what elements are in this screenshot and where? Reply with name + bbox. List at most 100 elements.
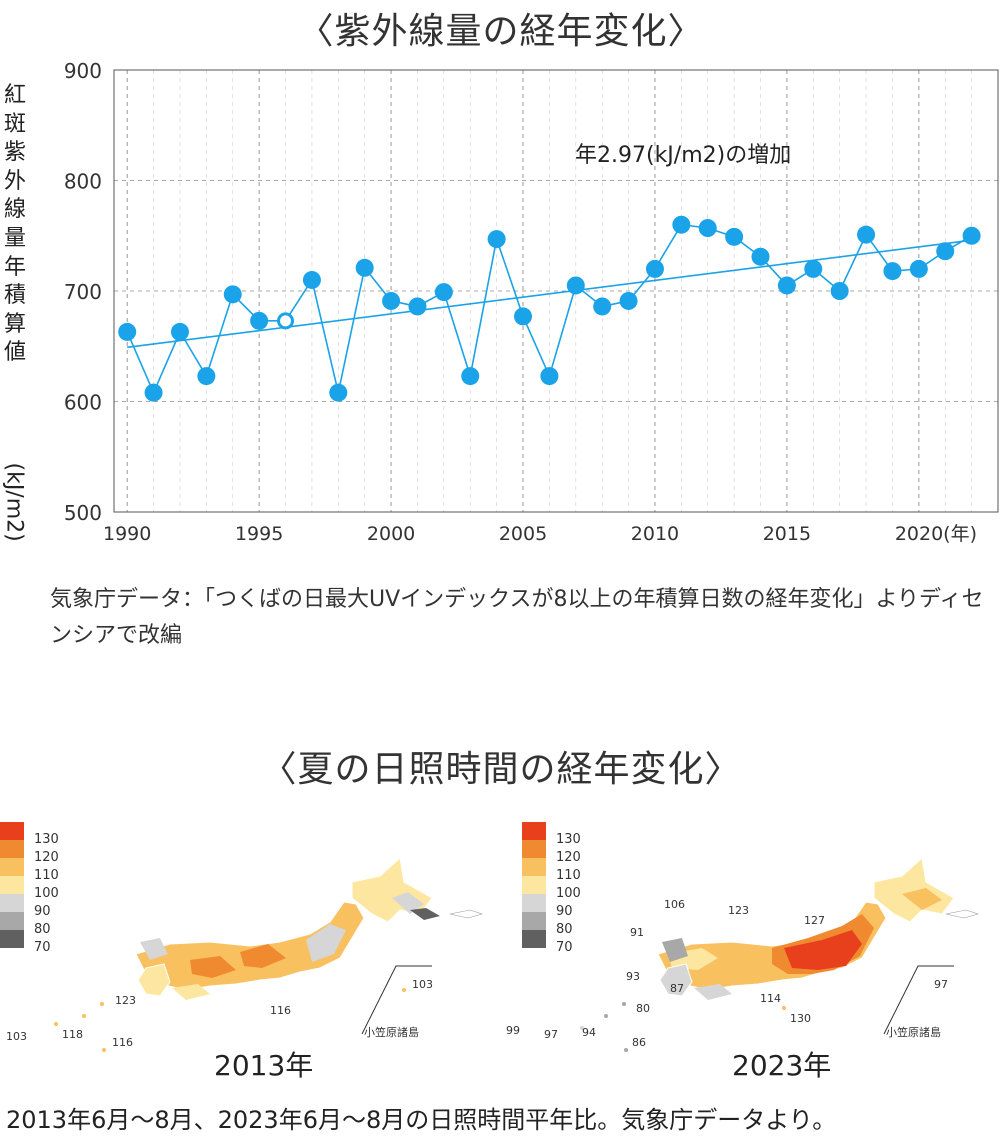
map-value-label: 123 — [728, 904, 749, 917]
data-point — [223, 285, 242, 304]
map-value-label: 118 — [62, 1028, 83, 1041]
chart-grid — [114, 70, 998, 512]
trend-line-group — [127, 239, 972, 349]
map-2013: 130 120 110 100 90 80 70 123 103 118 116… — [0, 818, 490, 1088]
data-point — [804, 259, 823, 278]
data-point — [830, 282, 849, 300]
legend-label: 130 — [556, 832, 581, 847]
data-point — [962, 226, 981, 245]
x-tick-label: 2015 — [763, 523, 811, 545]
legend-label: 120 — [34, 850, 59, 865]
chart-axes — [113, 69, 999, 513]
data-point — [170, 322, 189, 341]
map-value-label: 80 — [636, 1002, 650, 1015]
data-point — [566, 276, 585, 295]
plot-frame — [113, 69, 999, 513]
legend-swatch-120 — [522, 840, 546, 858]
data-point — [382, 291, 401, 310]
legend-label: 80 — [556, 922, 573, 937]
data-point — [593, 297, 612, 316]
legend-label: 80 — [34, 922, 51, 937]
data-point — [197, 367, 216, 386]
x-tick-label: 2005 — [499, 523, 547, 545]
map-value-label: 130 — [790, 1012, 811, 1025]
uv-chart-title: 〈紫外線量の経年変化〉 — [297, 11, 705, 52]
map-value-label: 123 — [115, 994, 136, 1007]
legend-label: 100 — [556, 886, 581, 901]
y-tick-label: 900 — [64, 59, 102, 83]
map-value-label: 93 — [626, 970, 640, 983]
x-tick-label: 2020(年) — [895, 523, 977, 545]
legend-swatch-130 — [522, 822, 546, 840]
legend-label: 110 — [556, 868, 581, 883]
legend-label: 90 — [34, 904, 51, 919]
y-tick-label: 700 — [64, 280, 102, 304]
data-point — [619, 291, 638, 310]
legend-label: 120 — [556, 850, 581, 865]
data-point — [355, 258, 374, 277]
legend-swatch-110 — [522, 858, 546, 876]
data-point — [883, 262, 902, 281]
data-point — [777, 276, 796, 295]
map-value-label: 91 — [630, 926, 644, 939]
series-group — [118, 215, 981, 402]
data-point — [672, 215, 691, 234]
map-value-label: 97 — [934, 978, 948, 991]
data-point — [461, 367, 480, 386]
sunshine-footer-note: 2013年6月〜8月、2023年6月〜8月の日照時間平年比。気象庁データより。 — [6, 1106, 837, 1134]
map-value-label: 106 — [664, 898, 685, 911]
data-point — [302, 270, 321, 289]
data-point — [698, 219, 717, 238]
map-value-label: 114 — [760, 992, 781, 1005]
legend-swatch-110 — [0, 858, 24, 876]
map-value-label: 127 — [804, 914, 825, 927]
legend-label: 70 — [556, 940, 573, 955]
data-point — [909, 259, 928, 278]
data-point — [329, 383, 348, 402]
data-point — [487, 230, 506, 249]
data-point — [540, 367, 559, 386]
map-2023: 130 120 110 100 90 80 70 106 123 127 91 … — [506, 818, 1002, 1088]
japan-map-2013 — [54, 857, 484, 1052]
data-point — [408, 297, 427, 316]
data-point — [645, 259, 664, 278]
legend-swatch-90 — [522, 894, 546, 912]
map-value-label: 116 — [112, 1036, 133, 1049]
map-value-label: 94 — [582, 1026, 596, 1039]
trend-line — [127, 239, 972, 349]
uv-line-chart: 500 600 700 800 900 1990 1995 2000 2005 2010 2015 2… — [64, 59, 999, 545]
legend-swatch-100 — [0, 876, 24, 894]
data-point — [144, 383, 163, 402]
map-year-label: 2023年 — [732, 1049, 832, 1082]
legend-swatch-120 — [0, 840, 24, 858]
data-point — [434, 283, 453, 302]
ogasawara-label: 小笠原諸島 — [364, 1026, 419, 1039]
legend-swatch-90 — [0, 894, 24, 912]
map-value-label: 103 — [6, 1030, 27, 1043]
data-point-hollow — [277, 312, 295, 330]
legend-label: 70 — [34, 940, 51, 955]
legend-label: 100 — [34, 886, 59, 901]
tick-labels: 500 600 700 800 900 1990 1995 2000 2005 2010 2015 2… — [64, 59, 977, 545]
data-point — [857, 225, 876, 244]
x-tick-label: 1995 — [235, 523, 283, 545]
legend-swatch-130 — [0, 822, 24, 840]
y-tick-label: 500 — [64, 501, 102, 525]
legend-label: 90 — [556, 904, 573, 919]
map-year-label: 2013年 — [214, 1049, 314, 1082]
y-axis-label: 紅斑紫外線量年積算値 — [3, 83, 26, 366]
legend-swatch-70 — [0, 930, 24, 948]
trend-annotation: 年2.97(kJ/m2)の増加 — [575, 143, 791, 168]
y-tick-label: 600 — [64, 391, 102, 415]
legend-label: 110 — [34, 868, 59, 883]
map-value-label: 97 — [544, 1028, 558, 1041]
x-tick-label: 2010 — [631, 523, 679, 545]
map-value-label: 86 — [632, 1036, 646, 1049]
legend-label: 130 — [34, 832, 59, 847]
legend-swatch-80 — [0, 912, 24, 930]
legend-swatch-80 — [522, 912, 546, 930]
x-tick-label: 2000 — [367, 523, 415, 545]
map-value-label: 103 — [412, 978, 433, 991]
legend-swatch-70 — [522, 930, 546, 948]
data-point — [751, 247, 770, 266]
